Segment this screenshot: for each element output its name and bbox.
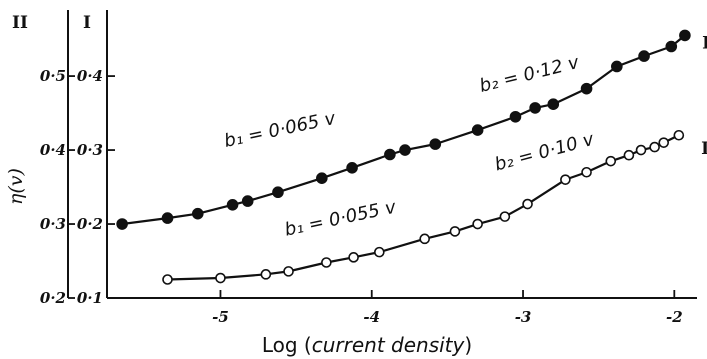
slope-annotation: b₂ = 0·10 v — [492, 129, 596, 176]
data-point-i — [529, 102, 541, 114]
data-point-ii — [162, 274, 173, 285]
slope-annotation: b₁ = 0·065 v — [222, 108, 337, 152]
data-point-ii — [673, 129, 685, 141]
data-point-ii — [560, 174, 571, 185]
data-point-i — [241, 195, 254, 207]
x-tick-label: -5 — [212, 308, 229, 326]
data-point-ii — [605, 155, 617, 167]
slope-annotation: b₁ = 0·055 v — [283, 197, 398, 241]
data-point-i — [611, 60, 623, 73]
y-tick-label-ii: 0·4 — [40, 141, 66, 159]
series-line-ii — [167, 134, 680, 281]
data-point-i — [471, 124, 484, 136]
data-point-i — [346, 162, 358, 174]
axis-name-ii: II — [12, 13, 28, 33]
data-point-i — [384, 148, 396, 161]
slope-annotation: b₂ = 0·12 v — [477, 52, 581, 97]
x-tick-label: -2 — [666, 308, 683, 326]
labels-layer: b₁ = 0·065 v b₂ = 0·12 v b₁ = 0·055 v b₂ = … — [222, 34, 707, 241]
data-point-i — [191, 207, 204, 220]
data-point-i — [316, 172, 328, 184]
x-axis-label-suffix: ) — [464, 333, 472, 357]
data-point-i — [580, 82, 593, 95]
data-point-ii — [635, 144, 647, 156]
x-axis-label: Log (current density) — [262, 333, 472, 357]
series-line-i — [121, 34, 686, 226]
y-tick-label-ii: 0·5 — [40, 67, 66, 85]
x-tick-label: -3 — [515, 308, 532, 326]
y-tick-label-ii: 0·2 — [40, 289, 66, 307]
data-point-i — [226, 198, 239, 211]
data-point-ii — [321, 257, 332, 268]
data-point-ii — [215, 272, 226, 284]
data-point-i — [665, 40, 678, 53]
data-point-ii — [623, 149, 635, 161]
y-tick-label-i: 0·1 — [77, 289, 103, 307]
curve-label: II — [701, 139, 707, 159]
data-point-i — [679, 29, 691, 42]
axis-name-i: I — [83, 13, 91, 33]
data-point-ii — [419, 233, 430, 245]
data-point-ii — [283, 266, 294, 277]
x-axis-label-italic: current density — [312, 333, 466, 357]
x-tick-label: -4 — [363, 308, 380, 326]
data-point-ii — [472, 218, 483, 230]
data-point-ii — [658, 137, 670, 148]
y-tick-label-i: 0·2 — [77, 215, 103, 233]
data-point-ii — [649, 141, 660, 153]
curve-label: I — [702, 34, 707, 54]
data-point-ii — [499, 211, 511, 222]
series-layer — [116, 29, 691, 285]
data-point-ii — [581, 166, 592, 178]
data-point-ii — [449, 226, 461, 237]
data-point-ii — [374, 246, 385, 258]
y-tick-label-ii: 0·3 — [40, 215, 66, 233]
data-point-ii — [260, 269, 272, 280]
data-point-i — [116, 218, 128, 230]
y-tick-label-i: 0·4 — [77, 67, 103, 85]
data-point-ii — [522, 198, 533, 210]
data-point-ii — [348, 252, 359, 263]
data-point-i — [161, 212, 174, 224]
x-axis-label-prefix: Log ( — [262, 333, 312, 357]
data-point-i — [399, 144, 411, 156]
data-point-i — [429, 138, 442, 150]
data-point-i — [547, 98, 560, 110]
data-point-i — [509, 110, 522, 123]
axes: -5 -4 -3 -2 0·1 0·2 0·3 0·4 0·2 0·3 0·4 0·5 — [40, 10, 697, 326]
y-axis-label: η(v) — [5, 168, 27, 205]
data-point-i — [272, 186, 284, 199]
y-tick-label-i: 0·3 — [77, 141, 103, 159]
data-point-i — [638, 50, 650, 62]
